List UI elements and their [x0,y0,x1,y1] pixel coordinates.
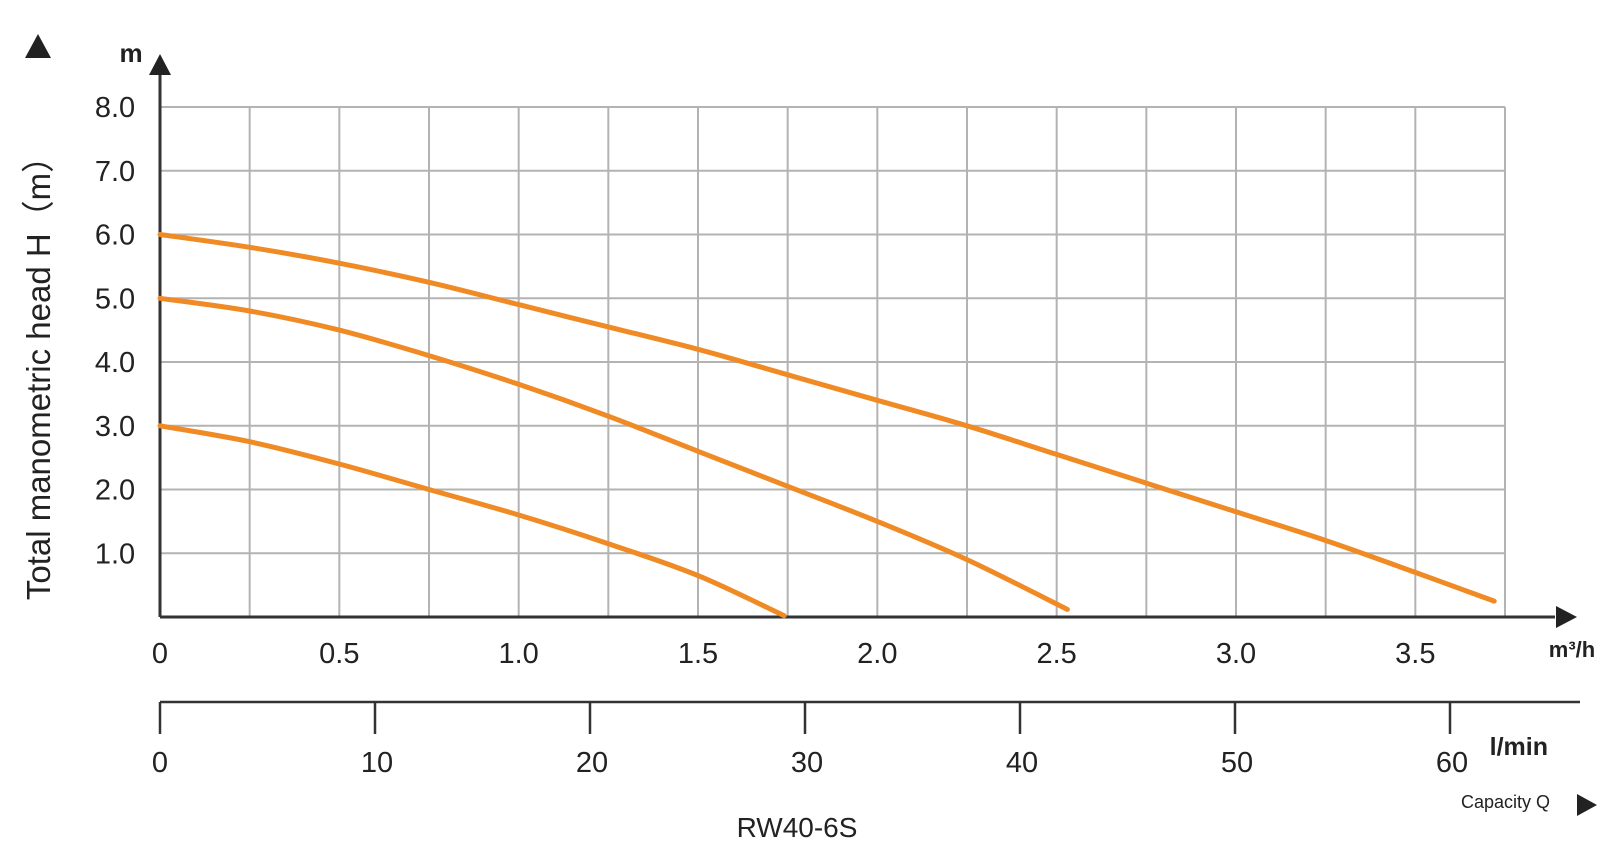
performance-curve-2 [157,295,1070,612]
x-tick-label-lmin: 40 [1006,747,1038,779]
axes [149,54,1580,734]
right-triangle-icon [1577,794,1597,816]
x-tick-label-m3h: 1.0 [499,638,539,670]
x-tick-label-lmin: 20 [576,747,608,779]
y-axis-arrow-icon [149,54,171,75]
x-tick-label-lmin: 10 [361,747,393,779]
x-tick-label-m3h: 1.5 [678,638,718,670]
up-triangle-icon [25,34,51,58]
x-tick-label-m3h: 2.0 [857,638,897,670]
tick-labels: 0 10 20 30 40 50 60 1.0 2.0 3.0 4.0 5.0 6.0 7.0 8.0 0 0.… [95,92,1468,779]
y-tick-label: 7.0 [95,156,135,188]
y-tick-label: 2.0 [95,475,135,507]
y-tick-label: 1.0 [95,538,135,570]
x-tick-label-m3h: 0 [152,638,168,670]
performance-curve-3 [157,423,787,619]
x-axis-arrow-icon [1556,606,1577,628]
performance-curve-1 [157,232,1497,604]
x-tick-label-m3h: 0.5 [319,638,359,670]
grid [160,106,1506,617]
x-axis-label: Capacity Q [1461,792,1550,812]
y-tick-label: 6.0 [95,220,135,252]
x-tick-label-lmin: 50 [1221,747,1253,779]
y-tick-label: 3.0 [95,411,135,443]
y-tick-label: 5.0 [95,283,135,315]
curves [157,232,1497,619]
x-tick-label-m3h: 3.0 [1216,638,1256,670]
chart-title: RW40-6S [737,812,858,843]
y-tick-label: 4.0 [95,347,135,379]
x-tick-label-lmin: 30 [791,747,823,779]
x-unit-lmin: l/min [1490,733,1548,761]
x-tick-label-lmin: 0 [152,747,168,779]
y-unit-label: m [119,38,142,68]
x-tick-label-m3h: 2.5 [1037,638,1077,670]
y-axis-label: Total manometric head H（m） [20,140,57,600]
y-tick-label: 8.0 [95,92,135,124]
x-tick-label-lmin: 60 [1436,747,1468,779]
x-unit-m3h: m³/h [1549,637,1595,662]
x-tick-label-m3h: 3.5 [1395,638,1435,670]
